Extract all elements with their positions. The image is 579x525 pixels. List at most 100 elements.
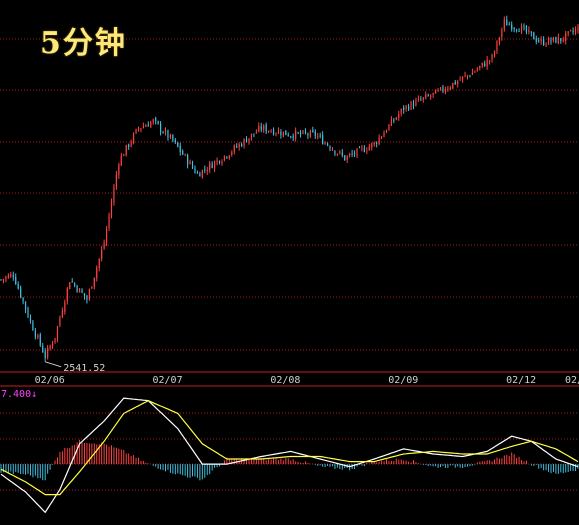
- macd-scale-label: 7.400↓: [1, 389, 37, 400]
- chart-title: 5分钟: [40, 26, 127, 61]
- macd-dif-line: [0, 397, 579, 514]
- candle-body: [280, 132, 282, 136]
- candle-body: [282, 131, 284, 137]
- candle-body: [78, 288, 81, 293]
- candle-body: [162, 132, 164, 134]
- candle-body: [292, 136, 294, 139]
- candle-body: [466, 75, 469, 77]
- candle-body: [508, 24, 510, 26]
- candle-body: [231, 152, 233, 155]
- price-grid: [0, 38, 579, 351]
- candle-body: [530, 31, 532, 33]
- candle-body: [405, 105, 407, 109]
- candle-body: [7, 275, 9, 278]
- candle-body: [469, 75, 471, 77]
- candle-body: [324, 142, 326, 145]
- candle-body: [339, 151, 341, 153]
- candle-body: [228, 155, 230, 159]
- candle-body: [86, 296, 88, 300]
- candle-body: [10, 274, 12, 277]
- candle-body: [54, 338, 56, 343]
- candle-body: [59, 317, 61, 326]
- candle-body: [427, 95, 429, 97]
- candle-body: [442, 87, 444, 92]
- candle-body: [511, 24, 513, 30]
- candle-body: [525, 25, 528, 33]
- candle-body: [120, 155, 122, 166]
- candle-body: [398, 114, 400, 118]
- candle-body: [20, 287, 22, 298]
- candle-body: [363, 148, 365, 152]
- candle-body: [297, 132, 299, 134]
- candle-body: [96, 267, 98, 278]
- candle-body: [44, 351, 46, 358]
- candle-body: [319, 135, 321, 137]
- date-tick-label: 02/08: [270, 375, 300, 386]
- candle-body: [331, 149, 334, 151]
- candle-body: [184, 154, 186, 156]
- candle-body: [523, 26, 525, 28]
- candle-body: [108, 215, 110, 228]
- candle-body: [159, 123, 162, 132]
- candle-body: [439, 87, 442, 90]
- candle-body: [42, 345, 44, 353]
- candle-body: [518, 30, 520, 32]
- candle-body: [471, 72, 474, 76]
- date-tick-label: 02/07: [152, 375, 182, 386]
- candle-body: [255, 132, 257, 134]
- macd-dea-line: [0, 400, 579, 496]
- candle-body: [400, 108, 402, 114]
- candle-body: [496, 40, 498, 51]
- candle-body: [223, 155, 226, 160]
- date-tick-labels: 02/06 02/07 02/08 02/09 02/12 02/13: [35, 375, 579, 386]
- candle-body: [326, 143, 329, 146]
- candle-body: [371, 143, 373, 148]
- candle-body: [216, 160, 218, 163]
- candle-body: [570, 30, 572, 32]
- candle-body: [574, 29, 577, 33]
- candle-body: [123, 155, 125, 157]
- candle-body: [113, 186, 115, 203]
- candle-body: [437, 90, 439, 92]
- candle-body: [417, 98, 420, 101]
- candle-body: [179, 145, 181, 153]
- candle-body: [567, 31, 569, 33]
- candle-body: [302, 130, 304, 134]
- candle-body: [250, 133, 253, 139]
- candle-body: [199, 173, 201, 177]
- candle-body: [540, 39, 542, 42]
- candle-body: [535, 38, 537, 42]
- candle-body: [543, 39, 545, 46]
- candle-body: [174, 140, 176, 142]
- candle-body: [172, 134, 174, 141]
- candle-body: [243, 138, 245, 146]
- candle-body: [201, 169, 203, 178]
- candle-body: [2, 279, 5, 281]
- candle-body: [270, 131, 272, 133]
- candle-body: [349, 154, 351, 156]
- candle-body: [209, 163, 211, 170]
- candle-body: [115, 174, 117, 188]
- candle-body: [572, 30, 574, 32]
- candle-body: [238, 144, 240, 148]
- candle-body: [196, 172, 199, 174]
- candle-body: [221, 161, 223, 164]
- candle-body: [422, 97, 424, 100]
- candle-body: [272, 129, 275, 135]
- candle-body: [344, 155, 346, 161]
- candle-body: [81, 289, 83, 293]
- candle-body: [388, 124, 390, 131]
- candle-body: [329, 146, 331, 150]
- candle-body: [403, 107, 405, 110]
- candle-body: [513, 27, 515, 29]
- candle-body: [285, 130, 287, 136]
- candle-body: [189, 161, 191, 165]
- low-annotation-leader: [45, 361, 62, 368]
- candle-body: [557, 37, 559, 44]
- candle-body: [304, 131, 307, 134]
- candle-body: [47, 347, 49, 358]
- candle-body: [5, 276, 7, 280]
- candle-body: [430, 95, 432, 97]
- candle-body: [479, 65, 481, 68]
